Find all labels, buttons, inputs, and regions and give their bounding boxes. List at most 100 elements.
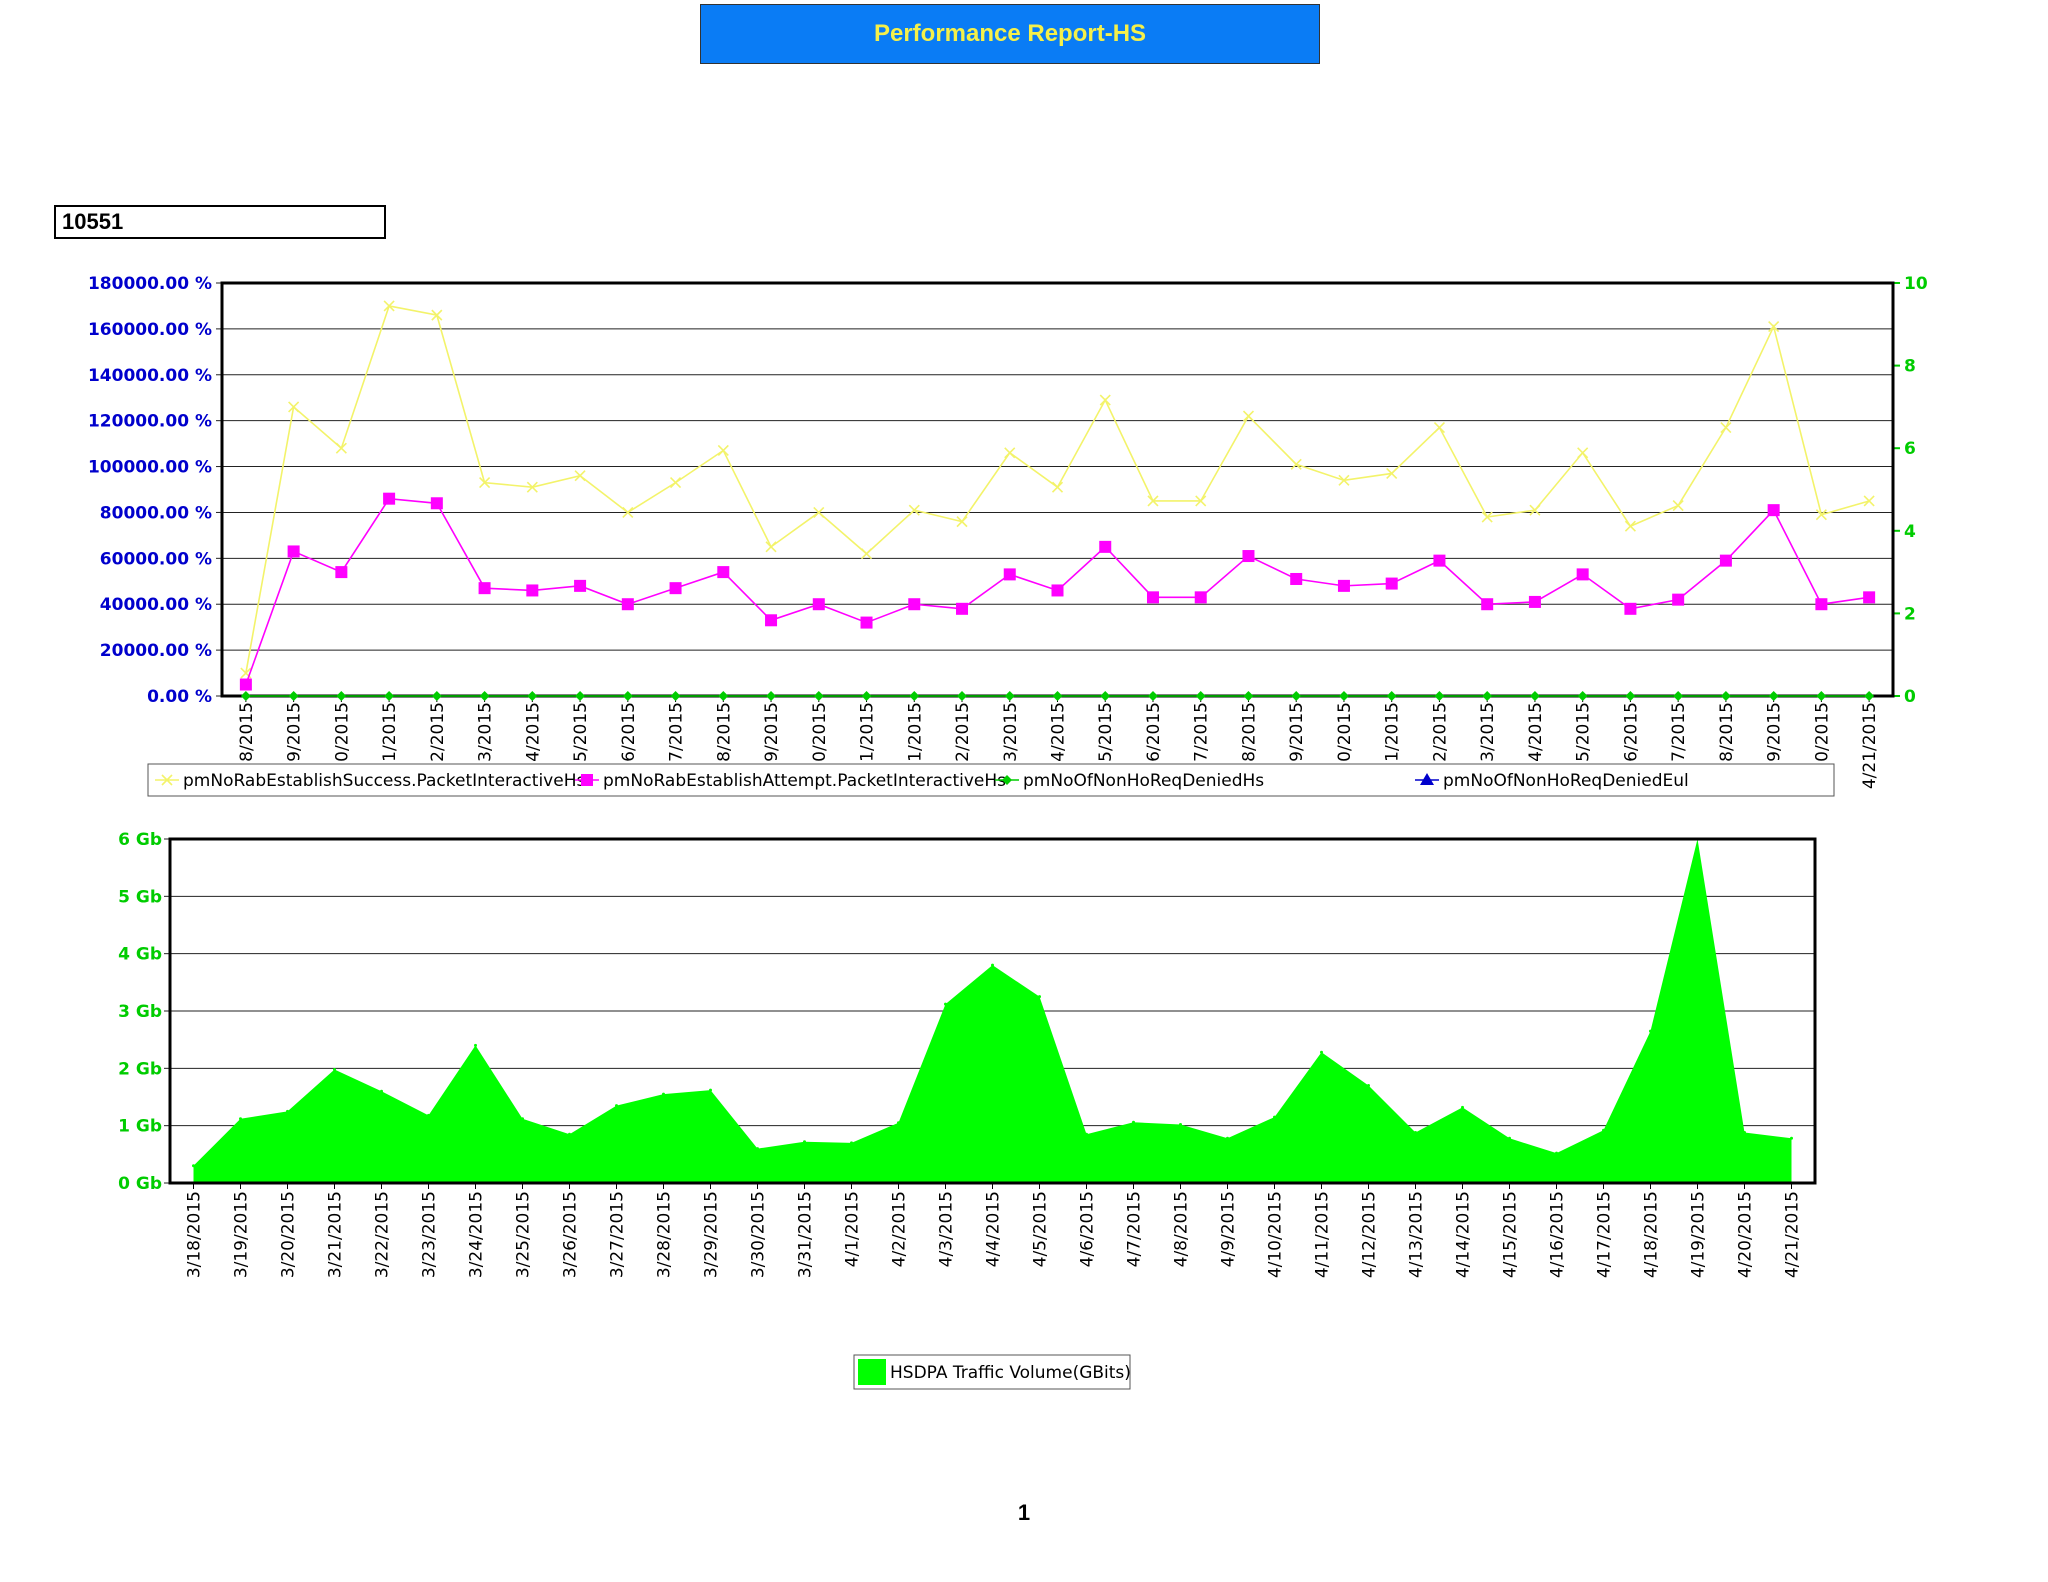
y-right-tick-label: 8 [1904, 357, 1916, 377]
data-point-hsdpa [568, 1132, 571, 1136]
x-tick-label: 3/25/2015 [514, 1191, 534, 1278]
data-point-success [431, 309, 443, 321]
data-point-attempt [526, 584, 539, 597]
x-tick-label: 9/2015 [285, 702, 305, 762]
x-tick-label: 7/2015 [1669, 702, 1689, 762]
data-point-hsdpa [1132, 1120, 1135, 1124]
data-point-success [479, 477, 491, 489]
data-point-success [1099, 394, 1111, 406]
data-point-attempt [1337, 579, 1350, 592]
y-left-tick-label: 60000.00 % [100, 549, 212, 569]
data-point-success [1577, 447, 1589, 459]
data-point-success [574, 470, 586, 482]
data-point-attempt [287, 545, 300, 558]
line-chart: 0.00 % 20000.00 % 40000.00 % 60000.00 % 8000… [88, 274, 1928, 797]
x-tick-label: 4/10/2015 [1266, 1191, 1286, 1278]
data-point-success [765, 541, 777, 553]
data-point-denied-hs [622, 691, 633, 701]
data-point-denied-hs [575, 691, 586, 701]
data-point-success [1720, 421, 1732, 434]
data-point-denied-hs [861, 691, 872, 701]
data-point-success [1433, 421, 1446, 434]
data-point-denied-hs [1864, 691, 1875, 701]
data-point-attempt [383, 492, 396, 505]
data-point-hsdpa [1790, 1136, 1793, 1140]
y-tick-label: 2 Gb [118, 1059, 162, 1079]
data-point-hsdpa [1273, 1115, 1276, 1119]
data-point-success [1195, 495, 1207, 507]
data-point-success [1768, 321, 1780, 333]
cell-id-box: 10551 [54, 205, 386, 239]
data-point-hsdpa [380, 1089, 383, 1093]
data-point-hsdpa [1179, 1123, 1182, 1127]
x-tick-label: 4/7/2015 [1125, 1191, 1145, 1267]
x-tick-label: 3/18/2015 [185, 1191, 205, 1278]
data-point-hsdpa [850, 1141, 853, 1145]
x-tick-label: 0/2015 [332, 702, 352, 762]
legend-marker-denied-eul [1420, 773, 1434, 785]
x-tick-label: 6/2015 [1621, 702, 1641, 762]
data-point-denied-hs [1720, 691, 1731, 701]
data-point-success [335, 442, 347, 454]
x-tick-label: 8/2015 [1717, 702, 1737, 762]
data-point-hsdpa [1367, 1084, 1370, 1088]
data-point-attempt [1146, 591, 1159, 604]
data-point-hsdpa [1320, 1050, 1323, 1054]
data-point-success [526, 481, 538, 493]
data-point-denied-hs [1816, 691, 1827, 701]
data-point-success [1386, 467, 1398, 480]
y-right-tick-label: 4 [1904, 522, 1916, 542]
x-tick-label: 9/2015 [1765, 702, 1785, 762]
data-point-denied-hs [431, 691, 442, 701]
x-tick-label: 4/3/2015 [937, 1191, 957, 1267]
data-point-attempt [1719, 554, 1732, 567]
y-tick-label: 1 Gb [118, 1117, 162, 1137]
data-point-denied-hs [957, 691, 968, 701]
data-point-attempt [1385, 577, 1398, 590]
data-point-hsdpa [1649, 1029, 1652, 1033]
data-point-denied-hs [718, 691, 729, 701]
data-point-denied-hs [1577, 691, 1588, 701]
y-tick-label: 3 Gb [118, 1002, 162, 1022]
data-point-attempt [1815, 598, 1828, 611]
data-point-denied-hs [1004, 691, 1015, 701]
data-point-hsdpa [286, 1109, 289, 1113]
x-tick-label: 8/2015 [1239, 702, 1259, 762]
data-point-hsdpa [521, 1117, 524, 1121]
x-tick-label: 3/2015 [1001, 702, 1021, 762]
data-point-hsdpa [944, 1002, 947, 1006]
data-point-success [1290, 458, 1302, 470]
x-tick-label: 4/1/2015 [843, 1191, 863, 1267]
x-tick-label: 3/19/2015 [232, 1191, 252, 1278]
x-tick-label: 4/19/2015 [1689, 1191, 1709, 1278]
x-tick-label: 1/2015 [905, 702, 925, 762]
data-point-success [1242, 410, 1255, 422]
y-left-tick-label: 100000.00 % [88, 458, 212, 478]
legend-label-denied-hs: pmNoOfNonHoReqDeniedHs [1023, 771, 1264, 791]
data-point-denied-hs [240, 691, 251, 701]
data-point-attempt [1576, 568, 1589, 581]
data-point-denied-hs [1291, 691, 1302, 701]
legend-swatch-hsdpa [858, 1359, 886, 1385]
data-point-hsdpa [427, 1113, 430, 1117]
data-point-hsdpa [1508, 1136, 1511, 1140]
x-tick-label: 2/2015 [428, 702, 448, 762]
data-point-hsdpa [709, 1088, 712, 1092]
data-point-hsdpa [474, 1043, 477, 1047]
legend-marker-success [161, 774, 173, 786]
data-point-denied-hs [527, 691, 538, 701]
x-tick-label: 4/8/2015 [1172, 1191, 1192, 1267]
x-tick-label: 3/28/2015 [655, 1191, 675, 1278]
x-tick-label: 3/23/2015 [420, 1191, 440, 1278]
x-tick-label: 4/2015 [1526, 702, 1546, 762]
x-tick-label: 4/2015 [523, 702, 543, 762]
data-point-denied-hs [288, 691, 299, 701]
y-tick-label: 6 Gb [118, 830, 162, 850]
x-tick-label: 4/2015 [1049, 702, 1069, 762]
data-point-hsdpa [662, 1092, 665, 1096]
y-right-tick-label: 6 [1904, 439, 1916, 459]
data-point-attempt [1242, 550, 1255, 563]
data-point-denied-hs [1768, 691, 1779, 701]
x-tick-label: 4/4/2015 [984, 1191, 1004, 1267]
